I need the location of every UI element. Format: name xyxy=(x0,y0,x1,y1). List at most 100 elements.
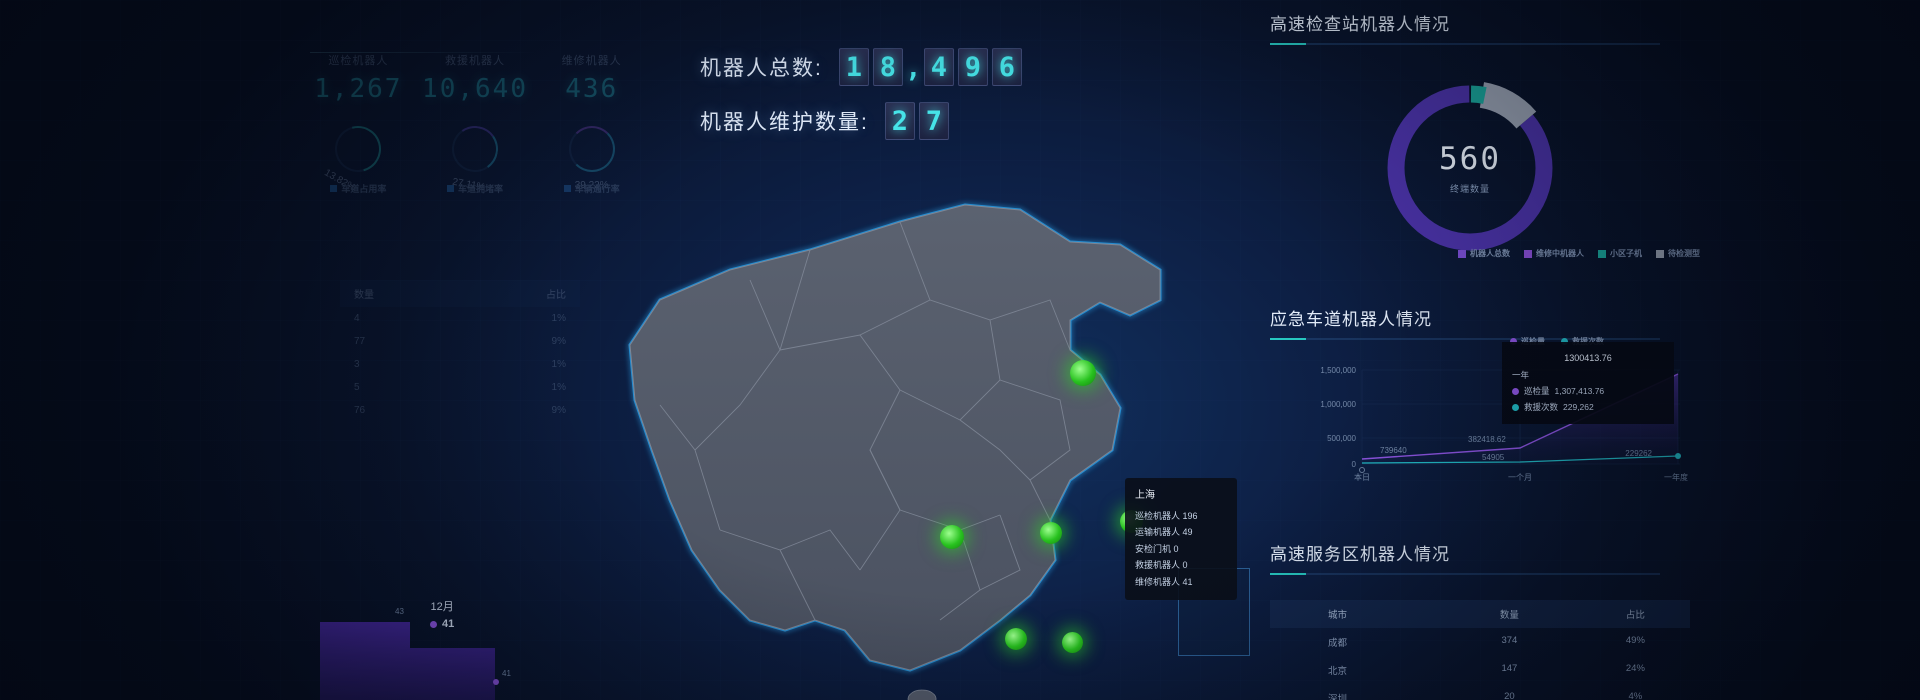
donut-legend-label: 小区子机 xyxy=(1610,249,1642,258)
donut-center-label: 560 终端数量 xyxy=(1370,68,1570,268)
checkpoint-title: 高速检查站机器人情况 xyxy=(1270,15,1450,34)
y-tick-label: 1,000,000 xyxy=(1320,400,1356,409)
area-end-label: 41 xyxy=(502,669,511,678)
checkpoint-donut-chart[interactable]: 560 终端数量 xyxy=(1370,68,1570,268)
left-legend-item: 车道占用率 xyxy=(330,182,386,195)
table-row[interactable]: 深圳 20 4% xyxy=(1270,684,1690,700)
donut-legend-item[interactable]: 维修中机器人 xyxy=(1524,248,1584,259)
left-gauge-item: 13.82% xyxy=(300,117,417,194)
axis-origin-marker-icon xyxy=(1359,467,1365,473)
donut-key: 终端数量 xyxy=(1449,184,1490,194)
tooltip-dot-icon xyxy=(430,620,437,628)
legend-swatch-icon xyxy=(330,185,338,192)
map-tooltip-key: 维修机器人 xyxy=(1135,577,1181,588)
cell-count: 5 xyxy=(354,382,360,393)
checkpoint-section-header: 高速检查站机器人情况 xyxy=(1270,10,1660,45)
gauge-ring-icon: 27.11% xyxy=(448,122,502,193)
digit-cell: 7 xyxy=(918,102,949,140)
service-area-table[interactable]: 城市 数量 占比 成都 374 49% 北京 147 24% 深圳 20 4% … xyxy=(1270,600,1690,700)
emergency-line-chart[interactable]: 巡检量 救援次数 1,500,000 1,000,0 xyxy=(1270,337,1690,492)
map-city-marker[interactable] xyxy=(1005,628,1027,650)
column-header-pct: 占比 xyxy=(1625,610,1645,621)
map-tooltip-row: 运输机器人 49 xyxy=(1135,524,1227,541)
cell-city: 北京 xyxy=(1328,666,1348,677)
map-marker-icon xyxy=(1070,360,1096,386)
emergency-tooltip: 1300413.76 一年 巡检量 1,307,413.76 救援次数 229,… xyxy=(1502,342,1674,424)
left-stat-value: 10,640 xyxy=(422,74,528,104)
donut-value: 560 xyxy=(1439,141,1501,177)
cell-pct: 1% xyxy=(551,382,566,393)
left-gauge-item: 27.11% xyxy=(417,122,534,193)
digit-cell: 4 xyxy=(923,48,954,86)
cell-pct: 9% xyxy=(551,336,566,347)
total-robot-label: 机器人总数: xyxy=(700,57,823,80)
left-stat-value: 1,267 xyxy=(314,74,403,104)
map-city-marker[interactable] xyxy=(1062,632,1083,653)
map-city-marker[interactable] xyxy=(940,525,964,549)
tooltip-series-row: 巡检量 1,307,413.76 xyxy=(1512,383,1664,399)
left-stat-value: 436 xyxy=(565,74,619,104)
tooltip-header: 1300413.76 xyxy=(1564,353,1612,363)
donut-legend-item[interactable]: 机器人总数 xyxy=(1458,248,1510,259)
cell-pct: 49% xyxy=(1625,635,1645,646)
map-city-marker[interactable] xyxy=(1070,360,1096,386)
cell-pct: 4% xyxy=(1628,691,1643,700)
tooltip-dot-icon xyxy=(1512,387,1519,395)
table-row[interactable]: 北京 147 24% xyxy=(1270,656,1690,684)
column-header-city: 城市 xyxy=(1328,610,1348,621)
service-area-section-header: 高速服务区机器人情况 xyxy=(1270,540,1660,575)
legend-swatch-icon xyxy=(563,185,571,192)
donut-legend-label: 维修中机器人 xyxy=(1536,249,1584,258)
table-row[interactable]: 成都 374 49% xyxy=(1270,628,1690,656)
checkpoint-title-rule xyxy=(1270,43,1660,45)
map-tooltip-value: 196 xyxy=(1182,510,1198,521)
map-marker-icon xyxy=(1062,632,1083,653)
left-stat-item: 巡检机器人 1,267 xyxy=(300,52,417,104)
digit-cell: 6 xyxy=(991,48,1022,86)
map-tooltip-value: 41 xyxy=(1182,577,1193,588)
gauge-ring-icon: 13.82% xyxy=(323,117,390,194)
map-city-marker[interactable] xyxy=(1040,522,1062,544)
map-tooltip-value: 49 xyxy=(1182,527,1193,538)
map-tooltip-value: 0 xyxy=(1182,560,1188,571)
left-stat-item: 维修机器人 436 xyxy=(533,52,650,104)
map-tooltip-key: 巡检机器人 xyxy=(1135,510,1181,521)
map-tooltip-row: 维修机器人 41 xyxy=(1135,574,1227,591)
donut-legend-item[interactable]: 待检测型 xyxy=(1656,248,1700,259)
point-label: 739640 xyxy=(1380,446,1407,455)
cell-city: 深圳 xyxy=(1328,694,1348,700)
cell-count: 3 xyxy=(354,359,360,370)
tooltip-period: 一年 xyxy=(1512,370,1530,381)
cell-pct: 1% xyxy=(551,313,566,324)
cell-count: 4 xyxy=(354,313,360,324)
table-row: 76 9% xyxy=(340,399,580,422)
table-header-row: 数量 占比 xyxy=(340,280,580,307)
emergency-title: 应急车道机器人情况 xyxy=(1270,310,1432,329)
emergency-section-header: 应急车道机器人情况 xyxy=(1270,305,1660,340)
area-peak-label: 43 xyxy=(395,607,404,616)
cell-pct: 1% xyxy=(551,359,566,370)
left-legend-label: 车道占用率 xyxy=(341,184,387,194)
donut-legend-item[interactable]: 小区子机 xyxy=(1598,248,1642,259)
tooltip-value-row: 41 xyxy=(430,618,454,630)
y-tick-label: 1,500,000 xyxy=(1320,366,1356,375)
donut-legend-label: 待检测型 xyxy=(1668,249,1700,258)
left-stat-label: 巡检机器人 xyxy=(328,55,389,67)
cell-count: 20 xyxy=(1504,691,1515,700)
map-landmass[interactable] xyxy=(629,204,1161,671)
map-tooltip: 上海 巡检机器人 196 运输机器人 49 安检门机 0 救援机器人 0 维修机… xyxy=(1125,478,1237,600)
left-gauge-group: 13.82% 27.11% 39.22% xyxy=(300,117,650,194)
cell-count: 147 xyxy=(1501,663,1518,674)
left-stat-item: 救援机器人 10,640 xyxy=(417,52,534,104)
digit-cell: 8 xyxy=(872,48,903,86)
point-label: 382418.62 xyxy=(1468,435,1506,444)
maintenance-label: 机器人维护数量: xyxy=(700,111,869,134)
point-label: 229262 xyxy=(1625,449,1652,458)
left-stat-label: 维修机器人 xyxy=(561,55,622,67)
left-stat-label: 救援机器人 xyxy=(445,55,505,67)
cell-pct: 24% xyxy=(1625,663,1645,674)
